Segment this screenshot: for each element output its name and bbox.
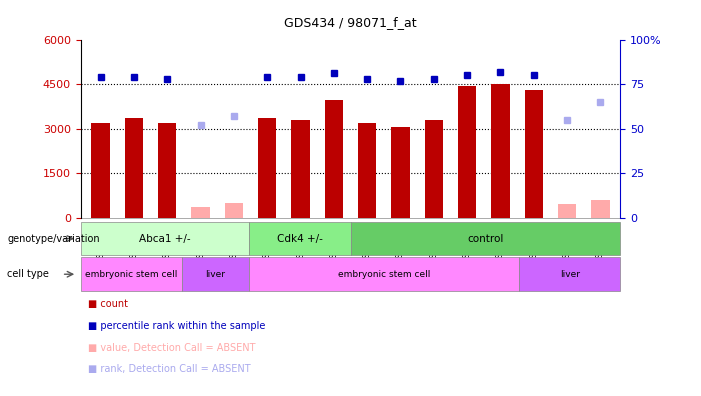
Bar xyxy=(158,123,177,218)
Bar xyxy=(225,203,243,218)
Bar xyxy=(250,257,519,291)
Bar xyxy=(91,123,110,218)
Bar xyxy=(458,86,476,218)
Bar xyxy=(591,200,610,218)
Text: genotype/variation: genotype/variation xyxy=(7,234,100,244)
Text: Abca1 +/-: Abca1 +/- xyxy=(139,234,191,244)
Bar xyxy=(358,123,376,218)
Bar xyxy=(491,84,510,218)
Text: control: control xyxy=(468,234,503,244)
Bar xyxy=(250,222,350,255)
Text: embryonic stem cell: embryonic stem cell xyxy=(338,270,430,279)
Bar xyxy=(391,127,409,218)
Text: ■ value, Detection Call = ABSENT: ■ value, Detection Call = ABSENT xyxy=(88,343,255,352)
Bar xyxy=(191,208,210,218)
Text: cell type: cell type xyxy=(7,269,49,279)
Bar xyxy=(350,222,620,255)
Text: ■ count: ■ count xyxy=(88,299,128,309)
Bar xyxy=(258,118,276,218)
Text: Cdk4 +/-: Cdk4 +/- xyxy=(277,234,323,244)
Bar xyxy=(182,257,250,291)
Bar xyxy=(125,118,143,218)
Bar xyxy=(519,257,620,291)
Text: ■ rank, Detection Call = ABSENT: ■ rank, Detection Call = ABSENT xyxy=(88,364,250,374)
Text: liver: liver xyxy=(560,270,580,279)
Text: ■ percentile rank within the sample: ■ percentile rank within the sample xyxy=(88,321,265,331)
Bar xyxy=(524,90,543,218)
Bar xyxy=(81,222,250,255)
Bar xyxy=(81,257,182,291)
Bar xyxy=(292,120,310,218)
Text: embryonic stem cell: embryonic stem cell xyxy=(85,270,177,279)
Text: GDS434 / 98071_f_at: GDS434 / 98071_f_at xyxy=(284,16,417,29)
Bar xyxy=(325,101,343,218)
Bar xyxy=(425,120,443,218)
Text: liver: liver xyxy=(205,270,226,279)
Bar xyxy=(558,204,576,218)
